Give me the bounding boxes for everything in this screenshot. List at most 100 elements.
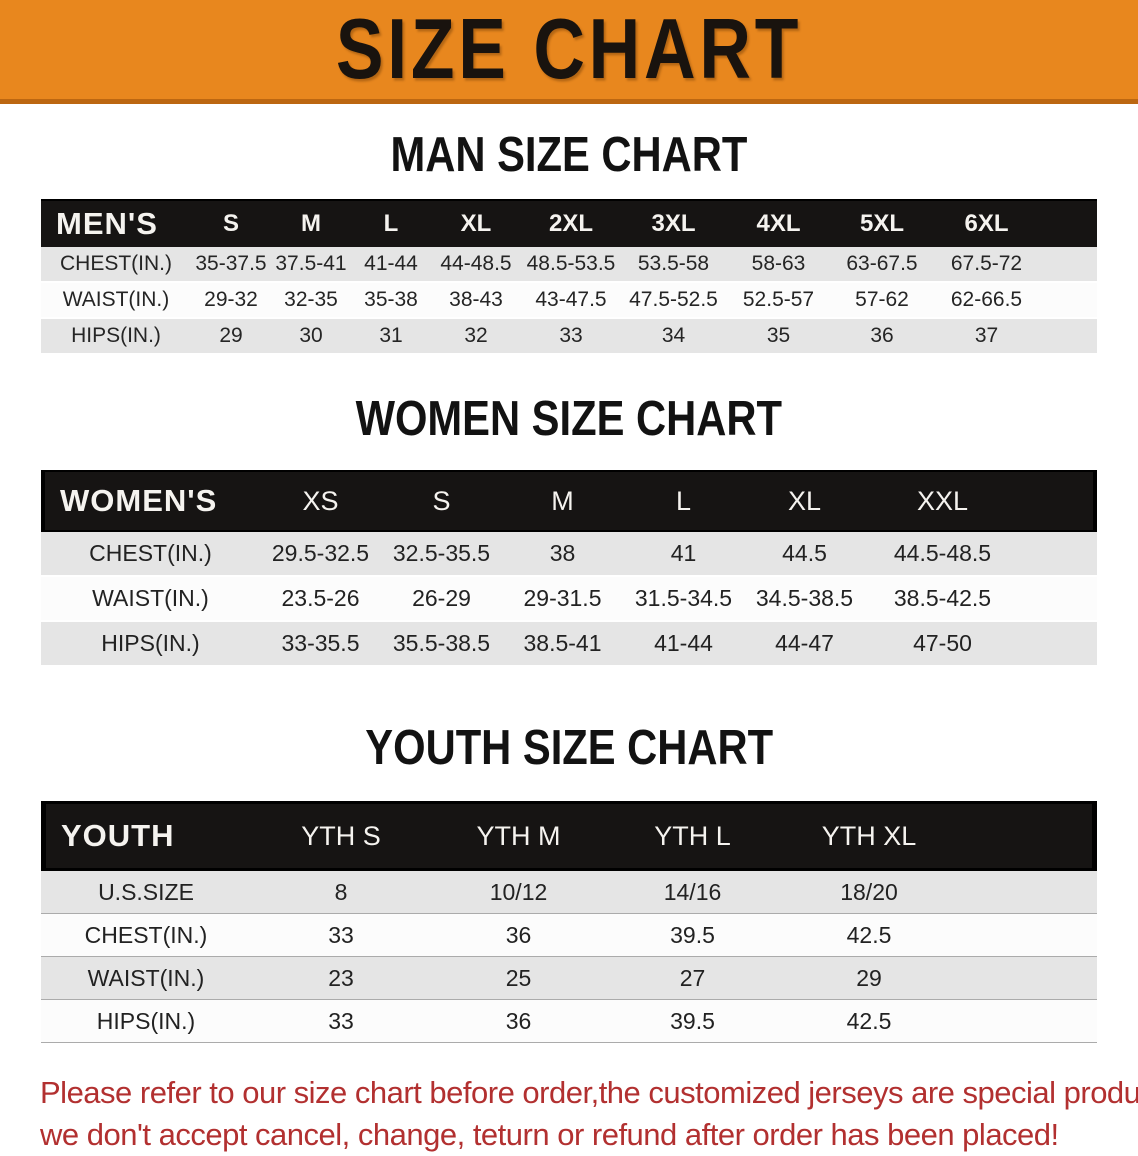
men-header-size: XL [431,199,521,247]
size-value-filler [959,871,1097,914]
size-value: 23 [251,957,431,1000]
row-label: CHEST(IN.) [41,914,251,957]
size-value: 57-62 [831,283,933,319]
footer-note-line1: Please refer to our size chart before or… [40,1075,1138,1110]
size-value: 29 [191,319,271,355]
size-value: 37.5-41 [271,247,351,283]
size-value: 62-66.5 [933,283,1040,319]
men-header-filler [1040,199,1097,247]
size-value: 10/12 [431,871,606,914]
row-label: CHEST(IN.) [41,247,191,283]
women-header-size: XL [744,470,865,532]
size-value: 41-44 [351,247,431,283]
row-label: HIPS(IN.) [41,1000,251,1043]
size-value: 39.5 [606,1000,779,1043]
row-label: WAIST(IN.) [41,957,251,1000]
youth-header-row: YOUTH YTH S YTH M YTH L YTH XL [41,801,1097,871]
size-value: 8 [251,871,431,914]
men-section-title-text: MAN SIZE CHART [390,127,748,183]
men-header-size: 3XL [621,199,726,247]
men-header-size: S [191,199,271,247]
men-header-size: 2XL [521,199,621,247]
row-label: WAIST(IN.) [41,577,260,622]
size-value: 29 [779,957,959,1000]
women-header-size: L [623,470,744,532]
size-value: 47-50 [865,622,1020,667]
size-value: 31.5-34.5 [623,577,744,622]
size-value: 48.5-53.5 [521,247,621,283]
men-waist-row: WAIST(IN.) 29-32 32-35 35-38 38-43 43-47… [41,283,1097,319]
size-value: 44-48.5 [431,247,521,283]
size-value: 44-47 [744,622,865,667]
size-value: 38.5-41 [502,622,623,667]
footer-note: Please refer to our size chart before or… [40,1072,1138,1156]
size-value: 36 [431,914,606,957]
size-value: 42.5 [779,914,959,957]
women-header-size: M [502,470,623,532]
size-value: 37 [933,319,1040,355]
size-value: 52.5-57 [726,283,831,319]
size-value-filler [1020,622,1097,667]
size-value: 35-38 [351,283,431,319]
men-header-size: 6XL [933,199,1040,247]
youth-section-title-text: YOUTH SIZE CHART [365,720,773,776]
row-label: WAIST(IN.) [41,283,191,319]
size-value: 67.5-72 [933,247,1040,283]
row-label: CHEST(IN.) [41,532,260,577]
youth-chest-row: CHEST(IN.) 33 36 39.5 42.5 [41,914,1097,957]
size-value: 18/20 [779,871,959,914]
size-value: 44.5 [744,532,865,577]
size-value: 32 [431,319,521,355]
footer-note-line2: we don't accept cancel, change, teturn o… [40,1117,1059,1152]
youth-section-title: YOUTH SIZE CHART [0,667,1138,778]
size-value: 33-35.5 [260,622,381,667]
size-value-filler [1040,247,1097,283]
men-header-size: 4XL [726,199,831,247]
size-value: 29-31.5 [502,577,623,622]
size-value: 63-67.5 [831,247,933,283]
women-section-title-text: WOMEN SIZE CHART [355,391,783,447]
size-value: 29-32 [191,283,271,319]
size-value: 42.5 [779,1000,959,1043]
women-header-row: WOMEN'S XS S M L XL XXL [41,470,1097,532]
banner: SIZE CHART [0,0,1138,104]
men-header-size: L [351,199,431,247]
row-label: HIPS(IN.) [41,622,260,667]
size-value: 58-63 [726,247,831,283]
size-value: 32-35 [271,283,351,319]
row-label: U.S.SIZE [41,871,251,914]
women-header-size: XS [260,470,381,532]
size-value: 29.5-32.5 [260,532,381,577]
size-value-filler [1040,283,1097,319]
size-value: 34 [621,319,726,355]
size-value-filler [1020,532,1097,577]
men-header-corner: MEN'S [41,199,191,247]
men-chest-row: CHEST(IN.) 35-37.5 37.5-41 41-44 44-48.5… [41,247,1097,283]
youth-size-table: YOUTH YTH S YTH M YTH L YTH XL U.S.SIZE … [41,801,1097,1043]
size-value: 35-37.5 [191,247,271,283]
size-value: 39.5 [606,914,779,957]
men-header-row: MEN'S S M L XL 2XL 3XL 4XL 5XL 6XL [41,199,1097,247]
youth-header-size: YTH S [251,801,431,871]
size-value: 30 [271,319,351,355]
size-value: 27 [606,957,779,1000]
men-size-table: MEN'S S M L XL 2XL 3XL 4XL 5XL 6XL CHEST… [41,199,1097,355]
women-header-size: XXL [865,470,1020,532]
size-value: 25 [431,957,606,1000]
banner-title: SIZE CHART [335,1,803,98]
size-value: 38 [502,532,623,577]
women-header-filler [1020,470,1097,532]
youth-ussize-row: U.S.SIZE 8 10/12 14/16 18/20 [41,871,1097,914]
size-value: 41 [623,532,744,577]
size-value: 33 [251,1000,431,1043]
youth-header-filler [959,801,1097,871]
women-hips-row: HIPS(IN.) 33-35.5 35.5-38.5 38.5-41 41-4… [41,622,1097,667]
youth-header-corner: YOUTH [41,801,251,871]
youth-header-size: YTH M [431,801,606,871]
size-value: 38.5-42.5 [865,577,1020,622]
size-value-filler [959,957,1097,1000]
size-value: 31 [351,319,431,355]
size-value-filler [959,1000,1097,1043]
size-value: 33 [521,319,621,355]
men-header-size: M [271,199,351,247]
